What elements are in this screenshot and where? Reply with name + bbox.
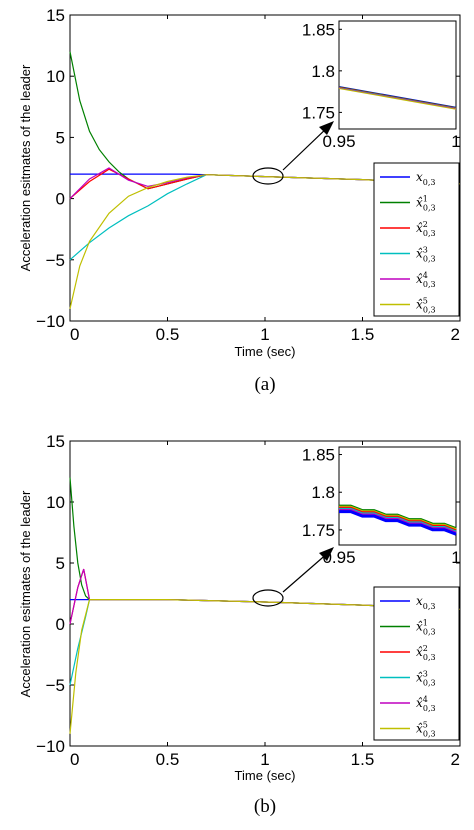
legend-label-6: x̂5 0,3: [416, 721, 436, 739]
inset-y-tick-label: 1.8: [311, 62, 335, 81]
y-tick-label: −10: [36, 737, 65, 756]
zoom-arrow: [282, 551, 330, 593]
y-axis-ticks: 15 10 5 0 −5 −10: [36, 432, 460, 756]
x-tick-label: 0.5: [156, 325, 180, 344]
legend-label-6: x̂5 0,3: [416, 297, 436, 315]
y-tick-label: 15: [46, 432, 65, 451]
y-tick-label: 5: [56, 554, 65, 573]
y-tick-label: −5: [46, 676, 65, 695]
legend: x0,3 x̂1 0,3 x̂2 0,3 x̂3 0,3 x̂4 0,3 x̂5 0,3: [373, 586, 460, 741]
panel-caption: (b): [254, 796, 276, 817]
legend-box: [373, 162, 460, 317]
x-tick-label: 1.5: [351, 750, 375, 769]
zoom-arrow: [282, 125, 330, 171]
inset-x-tick-label: 1: [451, 548, 460, 567]
y-axis-label: Acceleration esitmates of the leader: [18, 64, 33, 271]
inset-y-tick-label: 1.8: [311, 483, 335, 502]
legend-label-4: x̂3 0,3: [416, 670, 436, 688]
zoom-arrowhead: [319, 121, 334, 135]
legend-label-2: x̂1 0,3: [416, 195, 436, 213]
y-axis-label: Acceleration esitmates of the leader: [18, 490, 33, 697]
y-tick-label: 10: [46, 493, 65, 512]
y-axis-ticks: 15 10 5 0 −5 −10: [36, 6, 460, 331]
series-line-6: [69, 174, 461, 309]
x-tick-label: 0.5: [156, 750, 180, 769]
y-tick-label: 10: [46, 67, 65, 86]
panel-caption: (a): [254, 374, 275, 395]
inset-area: [338, 20, 457, 130]
inset-y-tick-label: 1.85: [302, 446, 335, 465]
inset-x-tick-label: 0.95: [322, 132, 355, 151]
x-tick-label: 2: [451, 750, 460, 769]
x-axis-label: Time (sec): [235, 768, 296, 783]
legend-label-3: x̂2 0,3: [416, 220, 436, 238]
legend-box: [373, 586, 460, 741]
inset-plot: 0.95 1 1.85 1.8 1.75: [302, 446, 461, 567]
x-tick-label: 0: [70, 750, 79, 769]
series-group: [69, 51, 461, 309]
x-axis-ticks: 0 0.5 1 1.5 2: [69, 441, 461, 769]
x-axis-ticks: 0 0.5 1 1.5 2: [69, 15, 461, 344]
x-tick-label: 1.5: [351, 325, 375, 344]
y-tick-label: 0: [56, 615, 65, 634]
legend-label-5: x̂4 0,3: [416, 271, 436, 289]
y-tick-label: 15: [46, 6, 65, 25]
zoom-arrowhead: [319, 547, 334, 561]
legend-label-1: x0,3: [416, 170, 436, 187]
legend-label-2: x̂1 0,3: [416, 619, 436, 637]
y-tick-label: −10: [36, 312, 65, 331]
inset-y-tick-label: 1.75: [302, 521, 335, 540]
legend-label-1: x0,3: [416, 594, 436, 611]
panel-b: 0 0.5 1 1.5 2 15 10 5 0 −5 −10 Time (sec) Acceler…: [18, 432, 461, 817]
y-tick-label: 5: [56, 128, 65, 147]
zoom-ellipse: [252, 589, 284, 607]
x-tick-label: 1: [260, 750, 269, 769]
series-line-6: [69, 599, 461, 734]
zoom-ellipse: [252, 167, 284, 185]
inset-x-tick-label: 0.95: [322, 548, 355, 567]
x-tick-label: 2: [451, 325, 460, 344]
panel-a: 0 0.5 1 1.5 2 15 10 5 0 −5 −10 Time (sec) Acceler…: [18, 6, 461, 395]
legend: x0,3 x̂1 0,3 x̂2 0,3 x̂3 0,3 x̂4 0,3 x̂5 0,3: [373, 162, 460, 317]
inset-line-1: [339, 510, 457, 536]
x-tick-label: 0: [70, 325, 79, 344]
x-axis-label: Time (sec): [235, 344, 296, 359]
inset-plot: 0.95 1 1.85 1.8 1.75: [302, 20, 461, 151]
legend-label-4: x̂3 0,3: [416, 246, 436, 264]
legend-label-5: x̂4 0,3: [416, 695, 436, 713]
legend-label-3: x̂2 0,3: [416, 644, 436, 662]
inset-x-tick-label: 1: [451, 132, 460, 151]
y-tick-label: 0: [56, 190, 65, 209]
x-tick-label: 1: [260, 325, 269, 344]
inset-y-tick-label: 1.75: [302, 103, 335, 122]
inset-y-tick-label: 1.85: [302, 20, 335, 39]
y-tick-label: −5: [46, 251, 65, 270]
inset-line-6: [338, 88, 457, 110]
